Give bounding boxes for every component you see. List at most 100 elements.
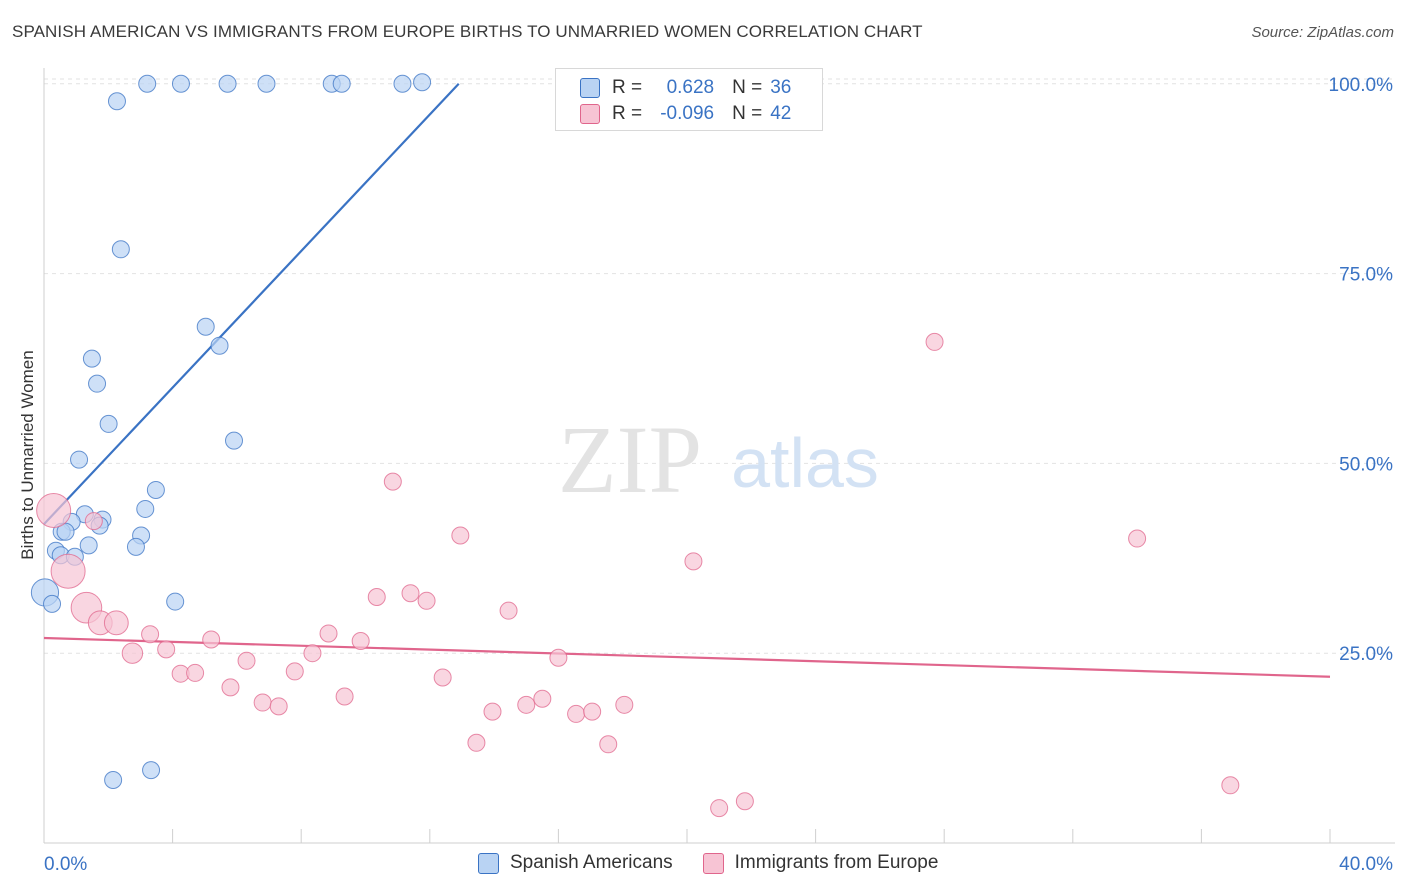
- r-label: R =: [612, 77, 643, 98]
- watermark: ZIP atlas: [558, 406, 879, 513]
- point-spanish-american: [146, 480, 165, 499]
- y-tick-label: 25.0%: [1339, 644, 1393, 665]
- point-spanish-american: [136, 499, 155, 518]
- point-spanish-american: [332, 74, 351, 93]
- point-spanish-american: [225, 431, 244, 450]
- point-immigrants-europe: [684, 552, 703, 571]
- tick-labels: 25.0% 50.0% 75.0% 100.0% 0.0% 40.0%: [44, 75, 1393, 875]
- point-spanish-american: [218, 74, 237, 93]
- legend-label: Spanish Americans: [510, 852, 673, 873]
- point-immigrants-europe: [141, 625, 160, 644]
- point-immigrants-europe: [335, 687, 354, 706]
- point-immigrants-europe: [567, 704, 586, 723]
- point-immigrants-europe: [583, 702, 602, 721]
- legend-item-spanish-americans: Spanish Americans: [478, 852, 673, 874]
- point-immigrants-europe: [401, 584, 420, 603]
- watermark-zip: ZIP: [558, 406, 702, 513]
- point-spanish-american: [138, 74, 157, 93]
- pink-swatch: [580, 104, 600, 124]
- point-immigrants-europe: [186, 663, 205, 682]
- watermark-atlas: atlas: [731, 424, 879, 502]
- point-immigrants-europe: [285, 662, 304, 681]
- point-immigrants-europe: [383, 472, 402, 491]
- series-legend: Spanish Americans Immigrants from Europe: [478, 852, 968, 874]
- n-label: N =: [732, 77, 763, 98]
- point-immigrants-europe: [1128, 529, 1147, 548]
- legend-item-immigrants-europe: Immigrants from Europe: [702, 852, 939, 874]
- point-immigrants-europe: [202, 630, 221, 649]
- r-value: 0.628: [666, 77, 715, 98]
- n-label: N =: [732, 103, 763, 124]
- point-immigrants-europe: [253, 693, 272, 712]
- point-spanish-american: [79, 536, 98, 555]
- r-label: R =: [612, 103, 643, 124]
- trend-line-spanish-americans: [43, 83, 460, 525]
- point-immigrants-europe: [303, 644, 322, 663]
- point-immigrants-europe: [121, 642, 144, 664]
- point-immigrants-europe: [599, 735, 618, 754]
- point-spanish-american: [88, 374, 107, 393]
- y-tick-label: 75.0%: [1339, 265, 1393, 286]
- x-tick-label: 0.0%: [44, 854, 87, 875]
- point-spanish-american: [393, 74, 412, 93]
- point-immigrants-europe: [417, 591, 436, 610]
- source-credit: Source: ZipAtlas.com: [1251, 24, 1394, 41]
- point-immigrants-europe: [84, 512, 103, 531]
- point-immigrants-europe: [615, 695, 634, 714]
- point-spanish-american: [99, 414, 118, 433]
- point-immigrants-europe: [925, 332, 944, 351]
- stats-legend: R = 0.628 N = 36 R = -0.096 N = 42: [555, 68, 823, 131]
- point-immigrants-europe: [467, 733, 486, 752]
- blue-swatch: [478, 852, 499, 874]
- y-tick-label: 50.0%: [1339, 454, 1393, 475]
- point-spanish-american: [210, 336, 229, 355]
- point-immigrants-europe: [351, 632, 370, 651]
- point-immigrants-europe: [367, 588, 386, 607]
- point-immigrants-europe: [237, 651, 256, 670]
- point-immigrants-europe: [710, 799, 729, 818]
- legend-label: Immigrants from Europe: [734, 852, 939, 873]
- point-spanish-american: [142, 761, 161, 780]
- trend-lines: [43, 83, 1331, 678]
- point-spanish-american: [126, 537, 145, 556]
- point-spanish-american: [413, 73, 432, 92]
- point-spanish-american: [104, 770, 123, 789]
- point-immigrants-europe: [36, 492, 72, 528]
- point-immigrants-europe: [103, 610, 129, 636]
- chart-title: SPANISH AMERICAN VS IMMIGRANTS FROM EURO…: [12, 22, 923, 41]
- point-immigrants-europe: [157, 640, 176, 659]
- point-immigrants-europe: [533, 689, 552, 708]
- point-immigrants-europe: [269, 697, 288, 716]
- point-immigrants-europe: [319, 624, 338, 643]
- pink-swatch: [702, 852, 724, 874]
- legend-row-spanish-americans: R = 0.628 N = 36: [580, 77, 791, 99]
- point-spanish-american: [196, 317, 215, 336]
- point-immigrants-europe: [735, 792, 754, 811]
- point-immigrants-europe: [1221, 776, 1240, 795]
- blue-swatch: [580, 78, 600, 98]
- gridlines: [44, 78, 1395, 654]
- point-immigrants-europe: [483, 702, 502, 721]
- point-immigrants-europe: [221, 678, 240, 697]
- axes: [43, 68, 1395, 844]
- point-immigrants-europe: [50, 553, 86, 589]
- n-value: 36: [770, 77, 792, 98]
- point-spanish-american: [257, 74, 276, 93]
- point-spanish-american: [107, 92, 126, 111]
- point-spanish-american: [111, 240, 130, 259]
- x-tick-label: 40.0%: [1339, 854, 1393, 875]
- point-immigrants-europe: [549, 648, 568, 667]
- point-spanish-american: [43, 594, 62, 613]
- point-immigrants-europe: [433, 668, 452, 687]
- legend-row-immigrants-europe: R = -0.096 N = 42: [580, 103, 791, 125]
- y-tick-label: 100.0%: [1329, 75, 1394, 96]
- data-points: [30, 73, 1240, 818]
- point-spanish-american: [171, 74, 190, 93]
- point-immigrants-europe: [517, 695, 536, 714]
- trend-line-immigrants-europe: [43, 636, 1331, 678]
- point-spanish-american: [82, 349, 101, 368]
- n-value: 42: [770, 103, 792, 124]
- r-value: -0.096: [660, 103, 715, 124]
- point-spanish-american: [166, 592, 185, 611]
